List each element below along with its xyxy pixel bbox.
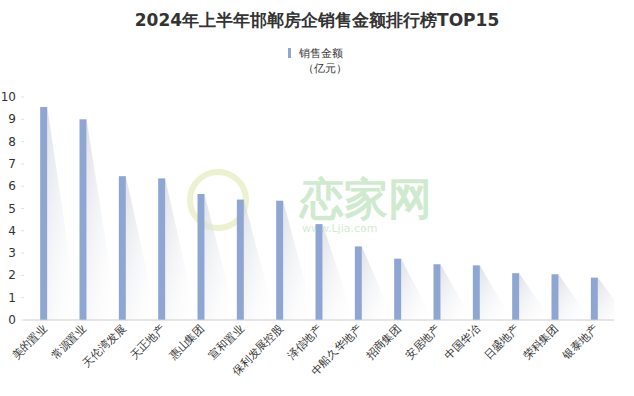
bar [552,274,559,320]
y-tick [21,97,24,98]
bar [158,178,165,320]
x-tick-label: 安居地产 [403,322,443,362]
bar-shadow [283,201,315,320]
x-tick-label: 日盛地产 [481,322,521,362]
bar-shadow [362,246,394,320]
bar-shadow [205,194,237,320]
bar [591,278,598,320]
x-tick-label: 中船久华地产 [309,322,365,378]
y-tick-label: 4 [8,224,16,238]
legend-swatch [288,48,291,58]
y-tick [21,208,24,209]
legend-label: 销售金额 （亿元） [298,47,347,75]
watermark-text: 恋家网 [298,173,432,224]
y-tick-label: 9 [8,112,16,126]
y-tick-label: 5 [8,202,16,216]
y-tick [21,275,24,276]
bar [434,264,441,320]
y-tick-label: 8 [8,135,16,149]
y-tick [21,230,24,231]
bar-shadow [323,224,355,320]
bar-shadow [126,176,158,320]
y-tick [21,320,24,321]
bar-shadow [87,119,119,320]
y-tick-label: 3 [8,246,16,260]
x-tick-label: 常源置业 [49,322,89,362]
chart: 恋家网www.Ljia.com 2024年上半年邯郸房企销售金额排行榜TOP15 销… [0,0,634,396]
title: 2024年上半年邯郸房企销售金额排行榜TOP15 [135,10,499,30]
bar-shadow [519,273,551,320]
y-tick [21,163,24,164]
bar [355,246,362,320]
bar-shadow [480,265,512,320]
bars [40,107,614,320]
bar-shadow [598,278,614,320]
x-tick-label: 天正地产 [127,322,167,362]
legend-label-line: 销售金额 [298,47,343,60]
bar-shadow [559,274,591,320]
x-axis-line [24,320,614,321]
y-tick-label: 0 [8,313,16,327]
legend-label-line: （亿元） [303,62,347,75]
bar-shadow [47,107,79,320]
y-tick-label: 2 [8,268,16,282]
legend: 销售金额 （亿元） [288,47,347,75]
x-tick-label: 银泰地产 [559,322,600,363]
x-tick-label: 泽信地产 [285,322,325,362]
bar [473,265,480,320]
bar [316,224,323,320]
y-tick-label: 7 [8,157,16,171]
x-tick-label: 招商集团 [363,322,404,363]
bar [394,259,401,320]
bar [237,200,244,320]
x-tick-label: 中国华冶 [442,322,482,362]
x-tick-label: 宣和置业 [206,322,246,362]
y-tick [21,297,24,298]
bar-shadow [244,200,276,320]
bar [40,107,47,320]
x-axis: 美的置业常源置业天伦湾发展天正地产惠山集团宣和置业保利发展控股泽信地产中船久华地… [9,322,600,378]
y-tick [21,186,24,187]
y-tick [21,253,24,254]
bar-shadow [165,178,197,320]
y-tick [21,119,24,120]
bar-shadow [401,259,433,320]
bar [276,201,283,320]
bar [512,273,519,320]
x-tick-label: 惠山集团 [166,322,207,363]
x-tick-label: 美的置业 [9,322,49,362]
y-tick-label: 1 [8,291,16,305]
x-tick-label: 天伦湾发展 [80,322,128,370]
watermark-text: www.Ljia.com [302,222,377,235]
y-tick-label: 10 [1,90,16,104]
x-tick-label: 保利发展控股 [230,322,286,378]
y-tick-label: 6 [8,179,16,193]
bar [80,119,87,320]
bar [119,176,126,320]
x-tick-label: 荣科集团 [521,322,561,362]
y-tick [21,141,24,142]
bar [198,194,205,320]
watermark: 恋家网www.Ljia.com [190,172,432,235]
y-axis: 0 1 2 3 4 5 6 7 8 9 10 [1,90,24,327]
bar-shadow [441,264,473,320]
